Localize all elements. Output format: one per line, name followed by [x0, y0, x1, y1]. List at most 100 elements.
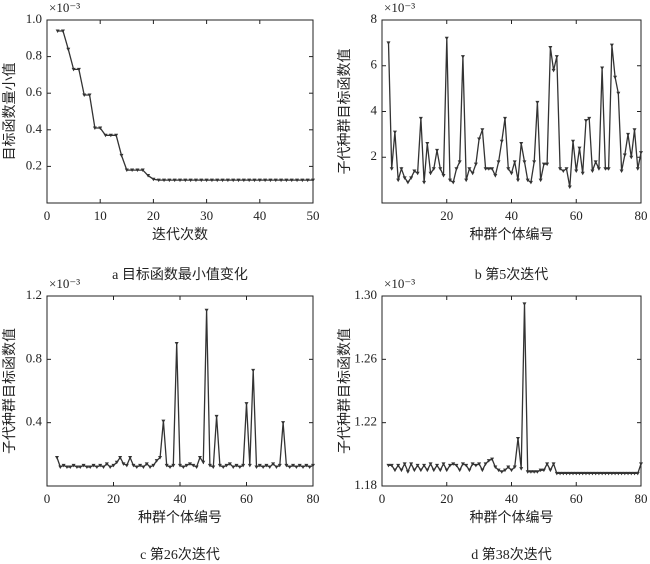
data-line: [56, 310, 314, 469]
data-point: [304, 463, 309, 468]
data-point: [506, 167, 511, 171]
data-point: [94, 465, 99, 469]
data-point: [519, 142, 524, 146]
data-point: [156, 178, 161, 183]
data-point: [144, 462, 149, 466]
data-point: [215, 178, 220, 183]
data-point: [564, 167, 569, 171]
data-point: [613, 471, 618, 476]
data-point: [454, 463, 459, 468]
data-point: [161, 419, 166, 424]
y-tick-label: 0.8: [26, 48, 42, 63]
data-point: [279, 178, 284, 183]
data-point: [418, 468, 423, 473]
data-point: [613, 75, 618, 80]
y-axis-label: 子代种群目标函数值: [337, 49, 353, 175]
data-point: [490, 457, 495, 462]
data-point: [412, 169, 417, 173]
data-point: [626, 471, 631, 476]
data-point: [473, 463, 478, 468]
data-point: [528, 180, 533, 185]
y-tick-label: 1.0: [26, 11, 42, 26]
y-axis-label: 子代种群目标函数值: [2, 328, 18, 454]
data-point: [60, 29, 65, 33]
data-point: [441, 174, 446, 178]
data-point: [622, 153, 627, 157]
data-point: [493, 174, 498, 178]
data-point: [622, 471, 627, 476]
x-tick-label: 20: [440, 208, 453, 223]
data-point: [261, 465, 266, 469]
data-point: [493, 465, 498, 469]
data-point: [486, 459, 491, 463]
data-point: [483, 167, 488, 171]
data-point: [402, 176, 407, 180]
data-point: [251, 368, 256, 373]
data-point: [522, 160, 527, 164]
data-point: [187, 462, 192, 466]
data-point: [217, 463, 222, 468]
data-point: [211, 465, 216, 469]
data-point: [301, 465, 306, 469]
y-tick-label: 0.4: [26, 414, 43, 429]
data-point: [76, 67, 81, 72]
data-point: [204, 308, 209, 313]
data-point: [567, 185, 572, 189]
data-point: [191, 463, 196, 468]
data-point: [172, 178, 177, 183]
data-point: [564, 471, 569, 476]
data-point: [431, 167, 436, 171]
data-point: [103, 133, 108, 138]
y-tick-label: 1.30: [354, 287, 377, 302]
data-point: [538, 468, 543, 473]
x-tick-label: 20: [440, 491, 453, 506]
data-point: [231, 178, 236, 183]
data-point: [98, 463, 103, 468]
x-tick-label: 40: [505, 208, 518, 223]
data-point: [580, 471, 585, 476]
data-point: [558, 167, 563, 171]
data-point: [619, 471, 624, 476]
caption: d 第38次迭代: [471, 546, 552, 563]
data-point: [574, 471, 579, 476]
data-point: [271, 462, 276, 466]
data-point: [609, 43, 614, 48]
x-axis-label: 种群个体编号: [138, 510, 222, 526]
data-point: [294, 465, 299, 469]
data-point: [587, 471, 592, 476]
data-point: [496, 160, 501, 164]
data-point: [171, 463, 176, 468]
data-point: [593, 471, 598, 476]
data-point: [68, 465, 73, 469]
data-point: [405, 180, 410, 185]
data-point: [545, 162, 550, 167]
y-axis-label: 子代种群目标函数值: [337, 328, 353, 454]
data-point: [629, 471, 634, 476]
data-point: [158, 456, 163, 460]
data-point: [199, 178, 204, 183]
data-point: [587, 116, 592, 121]
y-tick-label: 4: [371, 102, 378, 117]
data-point: [111, 463, 116, 468]
data-point: [114, 133, 119, 138]
data-line: [57, 30, 313, 181]
data-point: [590, 471, 595, 476]
data-point: [254, 465, 259, 469]
data-point: [183, 178, 188, 183]
data-point: [438, 167, 443, 171]
data-point: [399, 167, 404, 171]
data-point: [480, 128, 485, 132]
data-point: [525, 470, 530, 474]
data-point: [284, 178, 289, 183]
y-tick-label: 0.8: [26, 350, 42, 365]
data-point: [435, 463, 440, 468]
data-point: [473, 162, 478, 167]
x-tick-label: 20: [147, 208, 160, 223]
data-point: [422, 180, 427, 185]
data-point: [525, 178, 530, 183]
plot-frame: [46, 19, 314, 204]
data-point: [606, 471, 611, 476]
data-point: [297, 463, 302, 468]
data-point: [201, 460, 206, 465]
data-point: [554, 471, 559, 476]
